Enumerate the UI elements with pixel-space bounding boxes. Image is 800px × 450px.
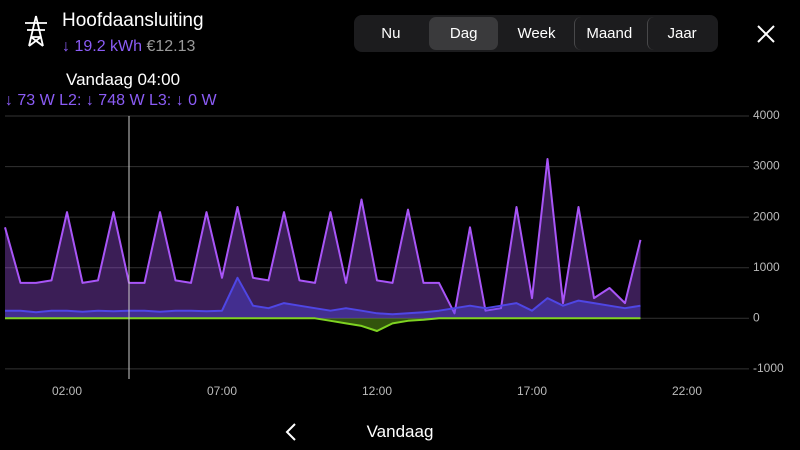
prev-button[interactable] — [283, 421, 299, 443]
footer-label: Vandaag — [0, 422, 800, 442]
y-tick-label: 1000 — [753, 260, 780, 274]
tab[interactable]: Dag — [428, 17, 498, 50]
x-tick-label: 07:00 — [207, 384, 237, 398]
close-button[interactable] — [756, 24, 776, 44]
x-tick-label: 02:00 — [52, 384, 82, 398]
series-line — [4, 158, 642, 315]
tab[interactable]: Maand — [574, 17, 643, 50]
phase-value: ↓ 0 W — [175, 92, 217, 109]
title: Hoofdaansluiting — [62, 10, 204, 31]
x-tick-label: 17:00 — [517, 384, 547, 398]
cost: €12.13 — [146, 38, 196, 55]
readout: : ↓ 73 W L2: ↓ 748 W L3: ↓ 0 W — [0, 92, 217, 110]
y-tick-label: 4000 — [753, 108, 780, 122]
tab[interactable]: Week — [517, 25, 556, 42]
y-tick-label: 3000 — [753, 159, 780, 173]
period-tabs: Nu Dag Week Maand Jaar — [354, 15, 718, 52]
pylon-icon — [25, 15, 47, 47]
tab[interactable]: Jaar — [647, 17, 716, 50]
date-label: Vandaag — [366, 422, 434, 441]
y-tick-label: -1000 — [753, 361, 784, 375]
series-area — [5, 159, 641, 319]
phase-label: L2: — [59, 92, 82, 109]
summary: ↓ 19.2 kWh €12.13 — [62, 38, 195, 56]
chart: -1000 0 1000 2000 3000 4000 02:00 07:00 12:00 17:… — [4, 108, 784, 398]
energy: ↓ 19.2 kWh — [62, 38, 143, 55]
phase-value: ↓ 748 W — [85, 92, 145, 109]
cursor-label: Vandaag 04:00 — [66, 70, 181, 89]
phase-value: ↓ 73 W — [4, 92, 55, 109]
x-tick-label: 12:00 — [362, 384, 392, 398]
series-line — [5, 317, 641, 332]
tab[interactable]: Nu — [381, 25, 401, 42]
y-tick-label: 0 — [753, 310, 760, 324]
series-line — [5, 276, 641, 316]
phase-label: L3: — [149, 92, 172, 109]
x-tick-label: 22:00 — [672, 384, 702, 398]
y-tick-label: 2000 — [753, 209, 780, 223]
